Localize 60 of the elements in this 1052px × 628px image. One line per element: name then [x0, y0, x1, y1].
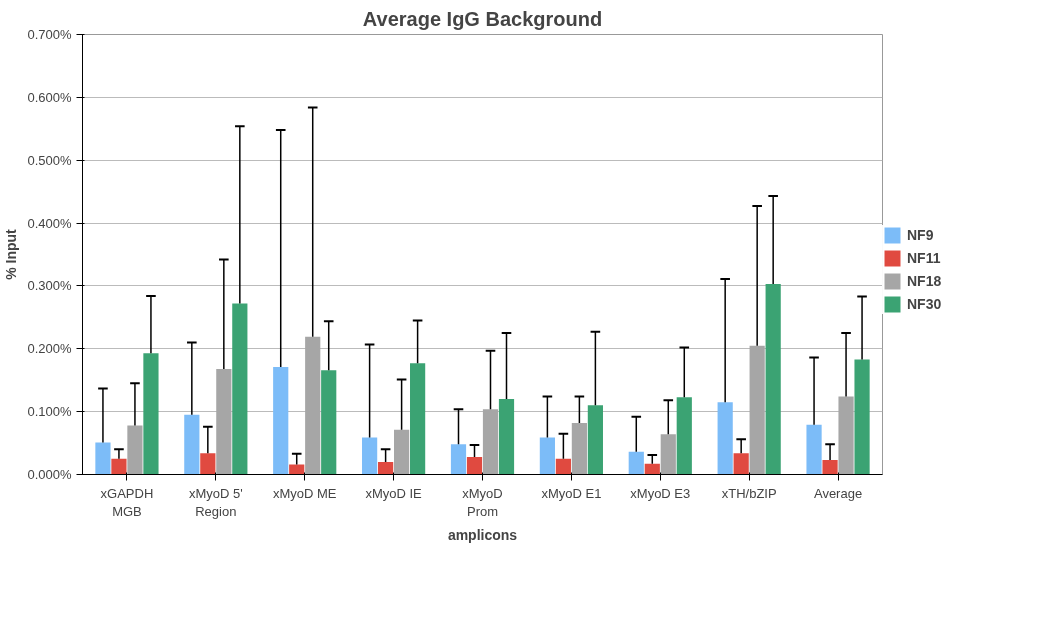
bar [749, 345, 765, 475]
x-tick-label: xMyoD E1 [541, 485, 602, 501]
y-axis-title: % Input [3, 228, 20, 280]
x-tick-label: xMyoD IE [365, 485, 423, 501]
x-tick-label: xTH/bZIP [721, 485, 777, 501]
bar [127, 425, 143, 475]
bar [143, 353, 159, 475]
bar [200, 453, 216, 475]
bar [854, 359, 870, 475]
x-tick-label: xMyoD ME [272, 485, 337, 501]
bar [498, 399, 515, 475]
bar [765, 284, 781, 475]
bar [289, 464, 305, 475]
bar [539, 437, 555, 475]
y-tick-label: 0.400% [27, 215, 72, 231]
bar [822, 460, 838, 475]
y-tick-label: 0.200% [27, 341, 72, 357]
bar [184, 414, 200, 475]
y-tick-label: 0.100% [27, 404, 72, 420]
bar [644, 463, 660, 475]
bar [838, 396, 854, 475]
bar [362, 437, 378, 475]
legend-label: NF11 [907, 250, 941, 266]
y-tick-label: 0.600% [27, 89, 72, 105]
bar [628, 451, 644, 475]
bar [733, 453, 749, 475]
x-axis-title: amplicons [447, 526, 518, 543]
legend-label: NF30 [907, 296, 942, 312]
bar [95, 442, 111, 475]
bar [216, 368, 232, 475]
bar [660, 434, 676, 475]
chart-title: Average IgG Background [362, 7, 603, 30]
y-tick-label: 0.300% [27, 278, 72, 294]
x-tick-label: xMyoD E3 [630, 485, 691, 501]
bar [232, 303, 248, 475]
x-tick-label: xMyoD Prom [462, 485, 503, 519]
x-tick-label: xMyoD 5' Region [188, 485, 243, 519]
bar [587, 405, 603, 475]
bar [321, 370, 337, 475]
bar [305, 336, 321, 475]
bar [571, 422, 587, 475]
bar [378, 461, 394, 475]
bar [806, 424, 822, 475]
y-tick-label: 0.500% [27, 152, 72, 168]
legend-label: NF18 [907, 273, 942, 289]
bar [466, 456, 483, 475]
bar [394, 429, 410, 475]
bar [676, 397, 692, 475]
bar [555, 458, 571, 475]
y-tick-label: 0.700% [27, 27, 72, 42]
y-tick-label: 0.000% [27, 467, 72, 482]
bar [717, 402, 733, 475]
bar [450, 444, 467, 475]
x-tick-label: Average [813, 485, 863, 501]
x-tick-label: xGAPDH MGB [100, 485, 154, 519]
bar [273, 367, 289, 475]
legend-label: NF9 [907, 227, 934, 243]
bar [111, 458, 127, 475]
bar [482, 409, 499, 475]
bar [410, 363, 426, 475]
